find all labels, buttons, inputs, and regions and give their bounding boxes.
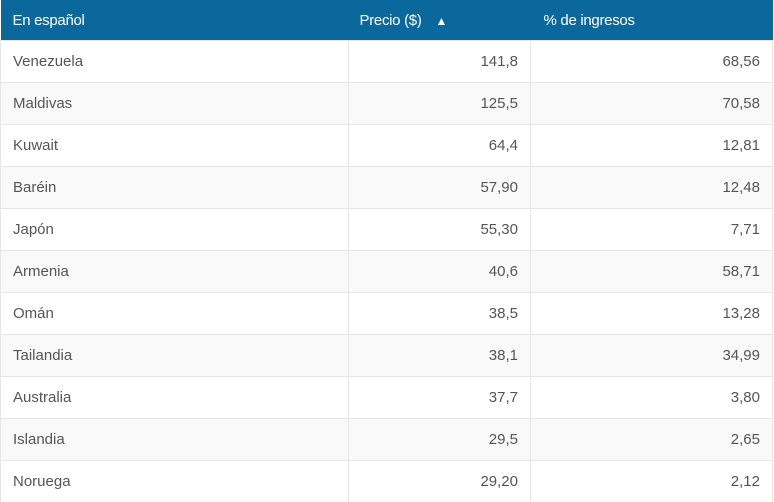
country-cell: Australia (0, 376, 349, 419)
table-row: Kuwait 64,4 12,81 (0, 124, 773, 167)
table-row: Venezuela 141,8 68,56 (0, 40, 773, 83)
table-row: Australia 37,7 3,80 (0, 376, 773, 419)
table-row: Japón 55,30 7,71 (0, 208, 773, 251)
country-cell: Tailandia (0, 334, 349, 377)
income-percent-cell: 7,71 (530, 208, 773, 251)
table-row: Noruega 29,20 2,12 (0, 460, 773, 502)
income-percent-cell: 34,99 (530, 334, 773, 377)
table-row: Islandia 29,5 2,65 (0, 418, 773, 461)
price-cell: 125,5 (348, 82, 531, 125)
income-percent-cell: 13,28 (530, 292, 773, 335)
country-cell: Japón (0, 208, 349, 251)
country-cell: Islandia (0, 418, 349, 461)
country-cell: Venezuela (0, 40, 349, 83)
sort-ascending-icon: ▲ (435, 13, 448, 28)
income-percent-cell: 12,81 (530, 124, 773, 167)
price-cell: 55,30 (348, 208, 531, 251)
country-cell: Kuwait (0, 124, 349, 167)
column-header-country[interactable]: En español (0, 0, 349, 41)
price-cell: 38,5 (348, 292, 531, 335)
income-percent-cell: 12,48 (530, 166, 773, 209)
price-cell: 141,8 (348, 40, 531, 83)
country-cell: Omán (0, 292, 349, 335)
column-header-price[interactable]: Precio ($) ▲ (348, 0, 531, 41)
country-cell: Armenia (0, 250, 349, 293)
income-percent-cell: 3,80 (530, 376, 773, 419)
table-row: Armenia 40,6 58,71 (0, 250, 773, 293)
country-cell: Noruega (0, 460, 349, 502)
price-cell: 29,20 (348, 460, 531, 502)
column-header-income-percent[interactable]: % de ingresos (530, 0, 773, 41)
header-row: En español Precio ($) ▲ % de ingresos (0, 0, 773, 41)
price-cell: 40,6 (348, 250, 531, 293)
price-cell: 38,1 (348, 334, 531, 377)
price-cell: 37,7 (348, 376, 531, 419)
country-cell: Baréin (0, 166, 349, 209)
country-cell: Maldivas (0, 82, 349, 125)
price-cell: 64,4 (348, 124, 531, 167)
table-row: Tailandia 38,1 34,99 (0, 334, 773, 377)
price-cell: 57,90 (348, 166, 531, 209)
price-cell: 29,5 (348, 418, 531, 461)
income-percent-cell: 70,58 (530, 82, 773, 125)
table-row: Maldivas 125,5 70,58 (0, 82, 773, 125)
income-percent-cell: 58,71 (530, 250, 773, 293)
income-percent-cell: 2,65 (530, 418, 773, 461)
table-row: Baréin 57,90 12,48 (0, 166, 773, 209)
table-row: Omán 38,5 13,28 (0, 292, 773, 335)
income-percent-cell: 2,12 (530, 460, 773, 502)
income-percent-cell: 68,56 (530, 40, 773, 83)
